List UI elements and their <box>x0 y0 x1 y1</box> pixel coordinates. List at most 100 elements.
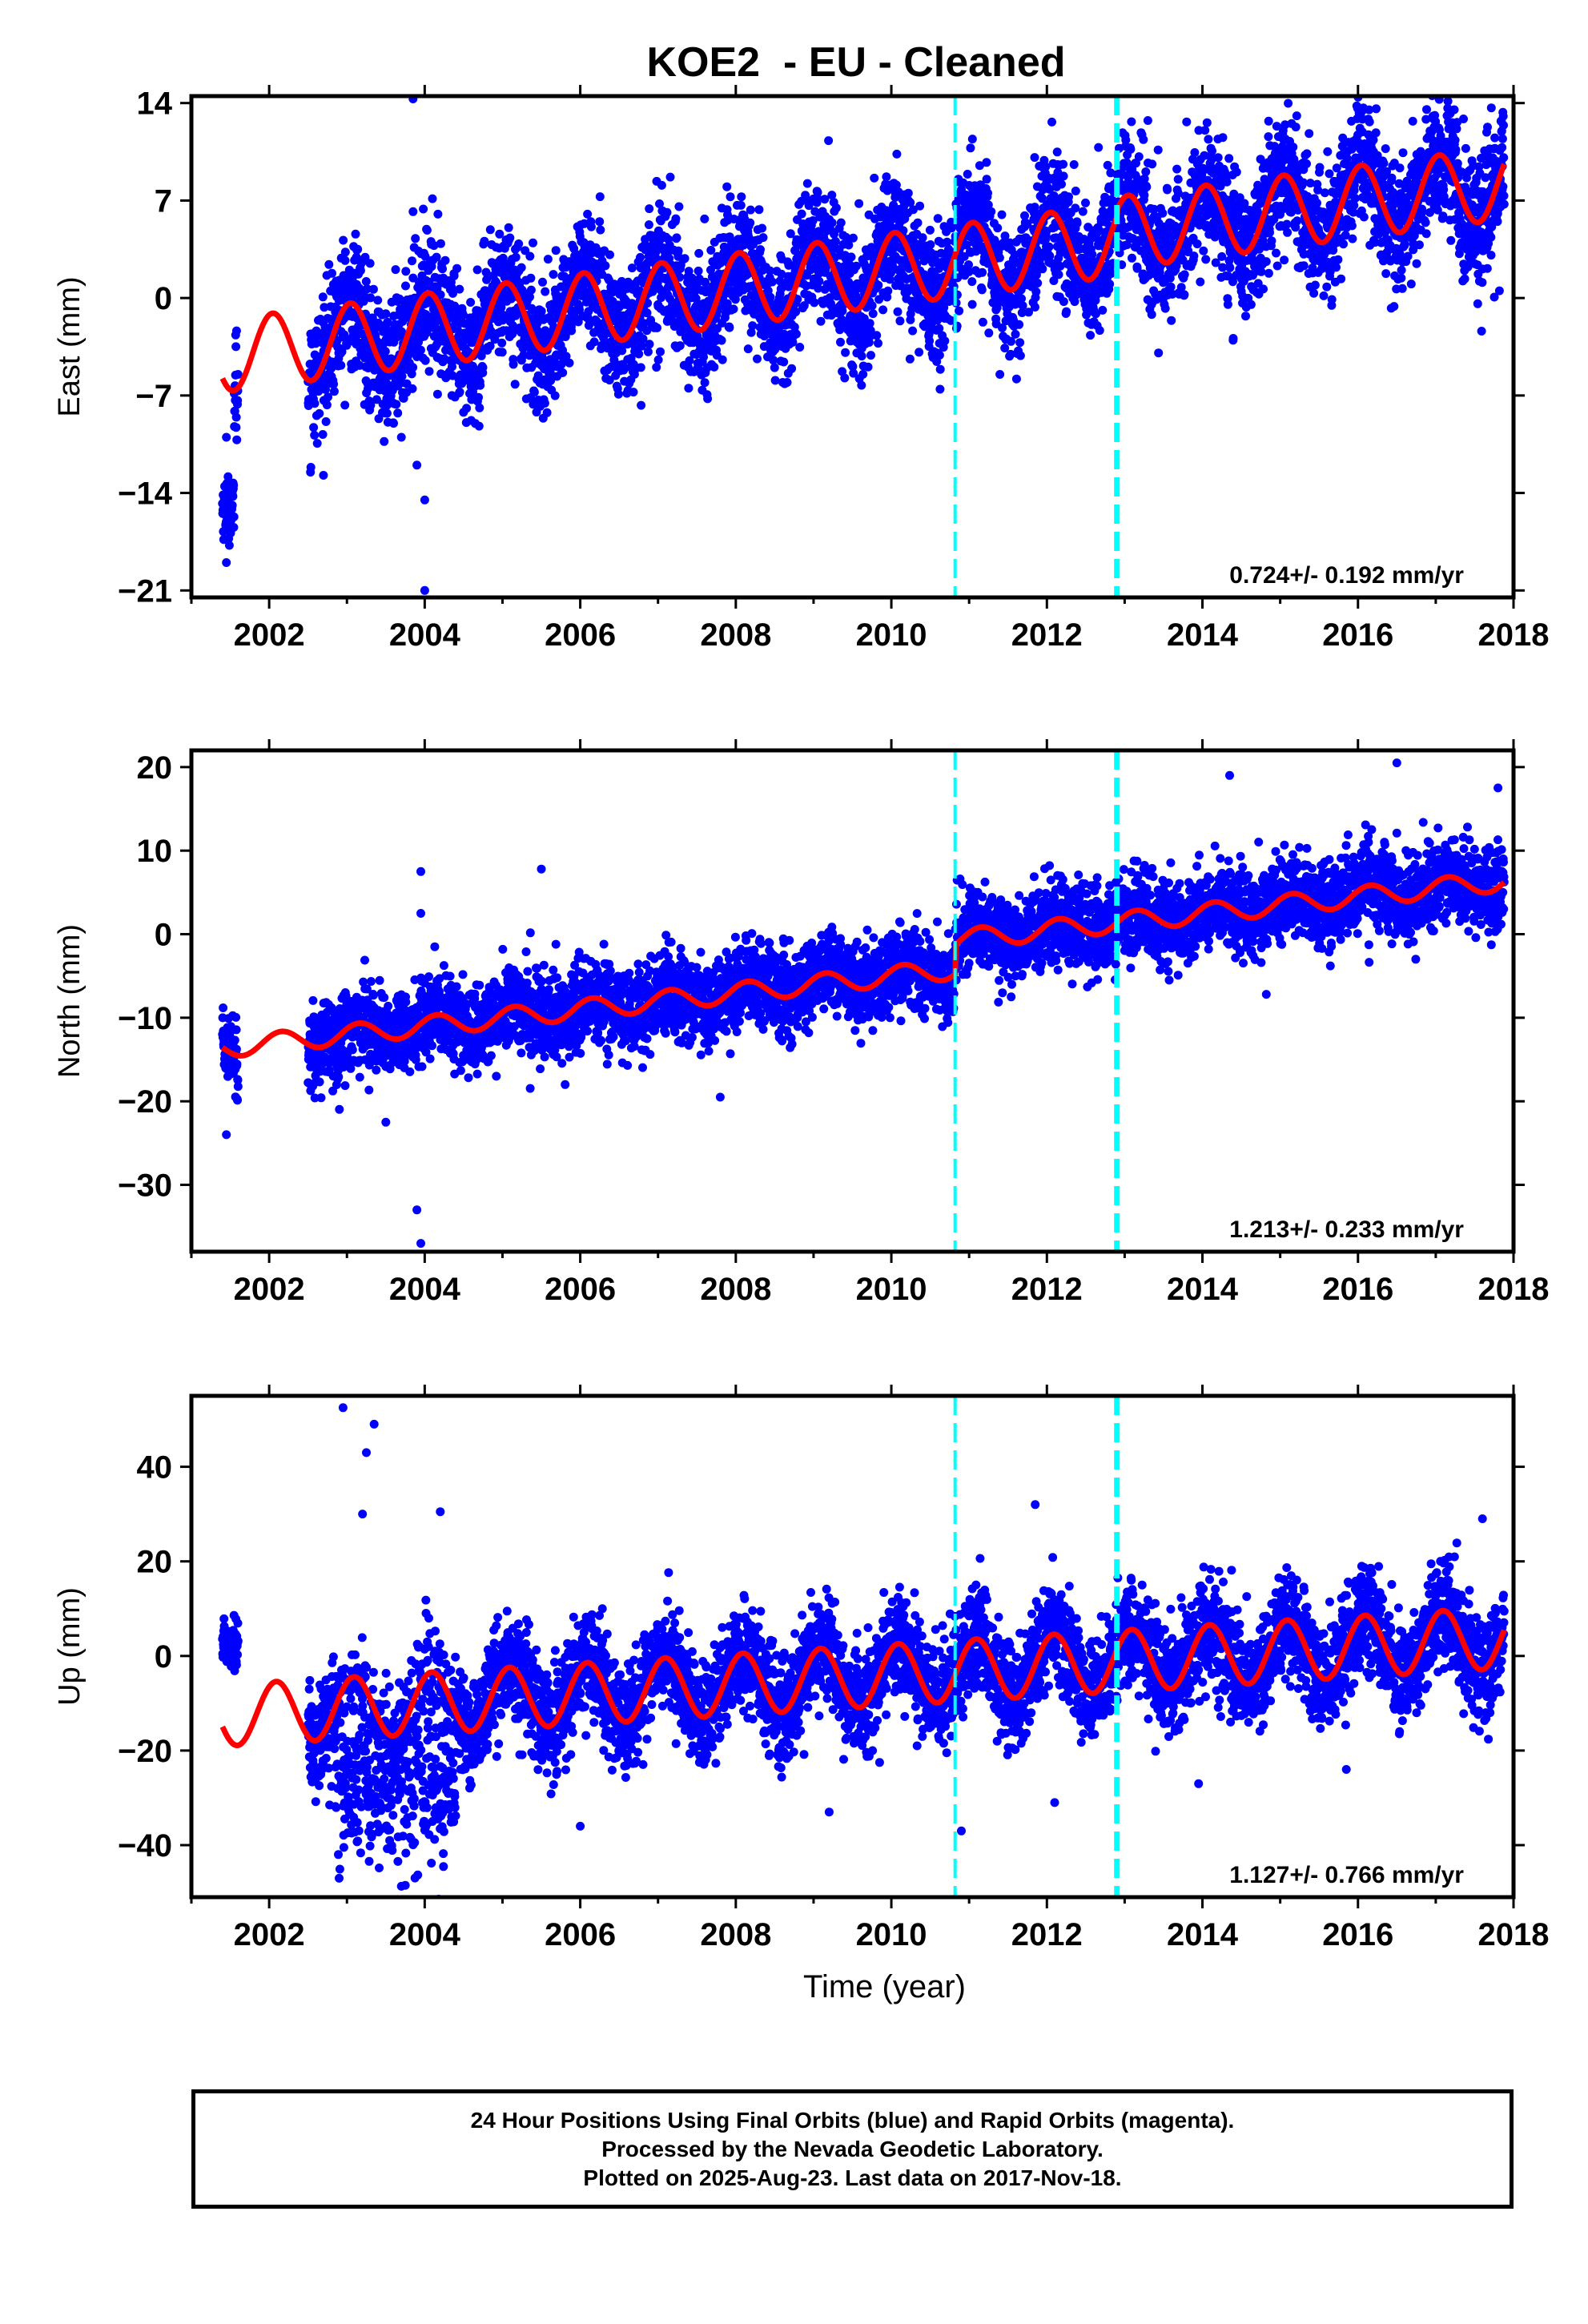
data-point <box>1180 290 1189 300</box>
data-point <box>1190 148 1200 157</box>
data-point <box>1261 257 1271 267</box>
data-point <box>233 370 243 379</box>
data-point <box>1327 295 1337 304</box>
data-point <box>329 387 339 396</box>
data-point <box>424 367 434 376</box>
data-point <box>982 158 991 167</box>
data-point <box>324 259 334 269</box>
data-point <box>1015 320 1024 329</box>
data-point <box>963 170 972 179</box>
data-point <box>1121 135 1131 145</box>
data-point <box>672 233 681 243</box>
data-point <box>645 204 654 214</box>
data-point <box>605 376 614 385</box>
data-point <box>504 223 513 232</box>
data-point <box>382 408 392 418</box>
data-point <box>1302 159 1311 168</box>
data-point <box>526 273 536 283</box>
data-point <box>1309 288 1319 298</box>
data-point <box>754 205 764 215</box>
data-point <box>438 264 447 274</box>
data-point <box>693 266 703 275</box>
data-point <box>841 348 850 357</box>
data-point <box>653 355 663 364</box>
data-point <box>462 404 472 413</box>
data-point <box>863 362 873 372</box>
data-point <box>1147 310 1156 320</box>
data-point <box>429 241 439 251</box>
data-point <box>466 298 476 307</box>
data-point <box>227 501 237 510</box>
data-point <box>1302 149 1312 159</box>
data-point <box>966 143 975 153</box>
data-point <box>1348 234 1357 243</box>
data-point <box>1094 143 1104 152</box>
data-point <box>408 384 417 393</box>
data-point <box>810 298 819 308</box>
data-point <box>366 293 376 303</box>
data-point <box>319 471 328 480</box>
data-point <box>517 263 526 272</box>
data-point <box>1189 251 1199 261</box>
data-point <box>329 380 339 389</box>
data-point <box>497 348 507 357</box>
data-point <box>866 351 875 360</box>
data-point <box>984 328 994 338</box>
data-point <box>623 277 633 287</box>
data-point <box>657 180 666 190</box>
data-point <box>857 380 866 390</box>
data-point <box>449 271 459 280</box>
data-point <box>1153 145 1163 155</box>
data-point <box>987 207 996 216</box>
data-point <box>1264 132 1273 142</box>
data-point <box>1031 303 1039 312</box>
data-point <box>851 261 861 271</box>
data-point <box>309 423 319 432</box>
data-point <box>511 252 521 262</box>
data-point <box>550 391 560 400</box>
data-point <box>617 346 627 356</box>
data-point <box>1031 287 1041 296</box>
data-point <box>393 408 403 418</box>
data-point <box>779 357 789 367</box>
data-point <box>306 463 316 472</box>
data-point <box>340 247 350 257</box>
data-point <box>967 300 977 309</box>
data-point <box>868 309 878 319</box>
data-point <box>1052 147 1062 157</box>
data-point <box>497 338 507 348</box>
data-point <box>601 261 610 271</box>
plot-area-east <box>218 96 1509 597</box>
data-point <box>1337 274 1346 283</box>
data-point <box>495 229 505 239</box>
data-point <box>918 233 927 243</box>
data-point <box>746 205 755 215</box>
data-point <box>224 541 234 550</box>
data-point <box>770 363 779 372</box>
data-point <box>1081 198 1090 207</box>
data-point <box>1015 338 1025 348</box>
data-point <box>1350 194 1360 203</box>
data-point <box>1208 146 1216 155</box>
data-point <box>432 389 442 399</box>
data-point <box>1291 123 1301 132</box>
data-point <box>558 368 568 377</box>
data-point <box>846 252 856 262</box>
data-point <box>722 182 732 191</box>
data-point <box>925 225 935 235</box>
data-point <box>340 400 350 410</box>
data-point <box>1323 147 1333 156</box>
data-point <box>814 276 824 286</box>
data-point <box>1143 116 1152 125</box>
data-point <box>982 175 991 184</box>
data-point <box>1105 279 1115 289</box>
data-point <box>636 363 645 372</box>
data-point <box>1222 177 1232 187</box>
data-point <box>643 347 653 356</box>
data-point <box>229 523 239 532</box>
data-point <box>1246 300 1256 309</box>
data-point <box>1069 160 1079 169</box>
data-point <box>1241 312 1250 321</box>
data-point <box>684 384 693 393</box>
